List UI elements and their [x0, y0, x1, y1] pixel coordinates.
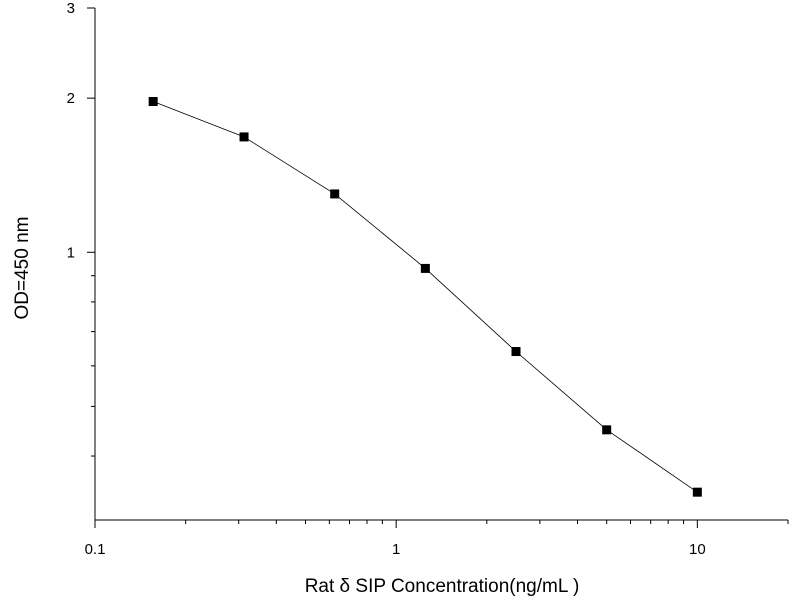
data-point — [148, 97, 158, 107]
data-point — [239, 132, 249, 142]
y-tick-label: 2 — [67, 90, 75, 107]
data-point — [420, 263, 430, 273]
x-tick-label: 10 — [689, 541, 706, 558]
y-ticks — [87, 7, 95, 457]
tick-labels: 0.1 1 10 1 2 3 — [67, 0, 706, 558]
markers — [148, 97, 702, 497]
series-line — [153, 101, 698, 493]
data-point — [692, 487, 702, 497]
y-tick-label: 3 — [67, 0, 75, 17]
y-axis-label: OD=450 nm — [12, 217, 33, 320]
data-point — [602, 425, 612, 435]
x-axis-label: Rat δ SIP Concentration(ng/mL ) — [305, 576, 580, 597]
data-point — [511, 347, 521, 357]
x-tick-label: 0.1 — [85, 541, 106, 558]
y-tick-label: 1 — [67, 244, 75, 261]
data-point — [330, 189, 340, 199]
x-ticks — [94, 520, 789, 528]
x-tick-label: 1 — [392, 541, 400, 558]
plot-area: 0.1 1 10 1 2 3 — [67, 0, 789, 558]
